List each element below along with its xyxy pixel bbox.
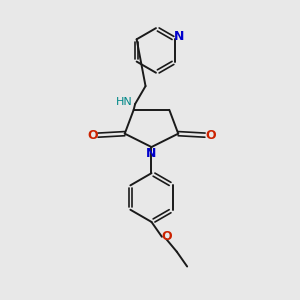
- Text: O: O: [161, 230, 172, 243]
- Text: O: O: [87, 129, 98, 142]
- Text: O: O: [205, 129, 216, 142]
- Text: N: N: [146, 147, 157, 160]
- Text: HN: HN: [116, 98, 132, 107]
- Text: N: N: [174, 30, 184, 43]
